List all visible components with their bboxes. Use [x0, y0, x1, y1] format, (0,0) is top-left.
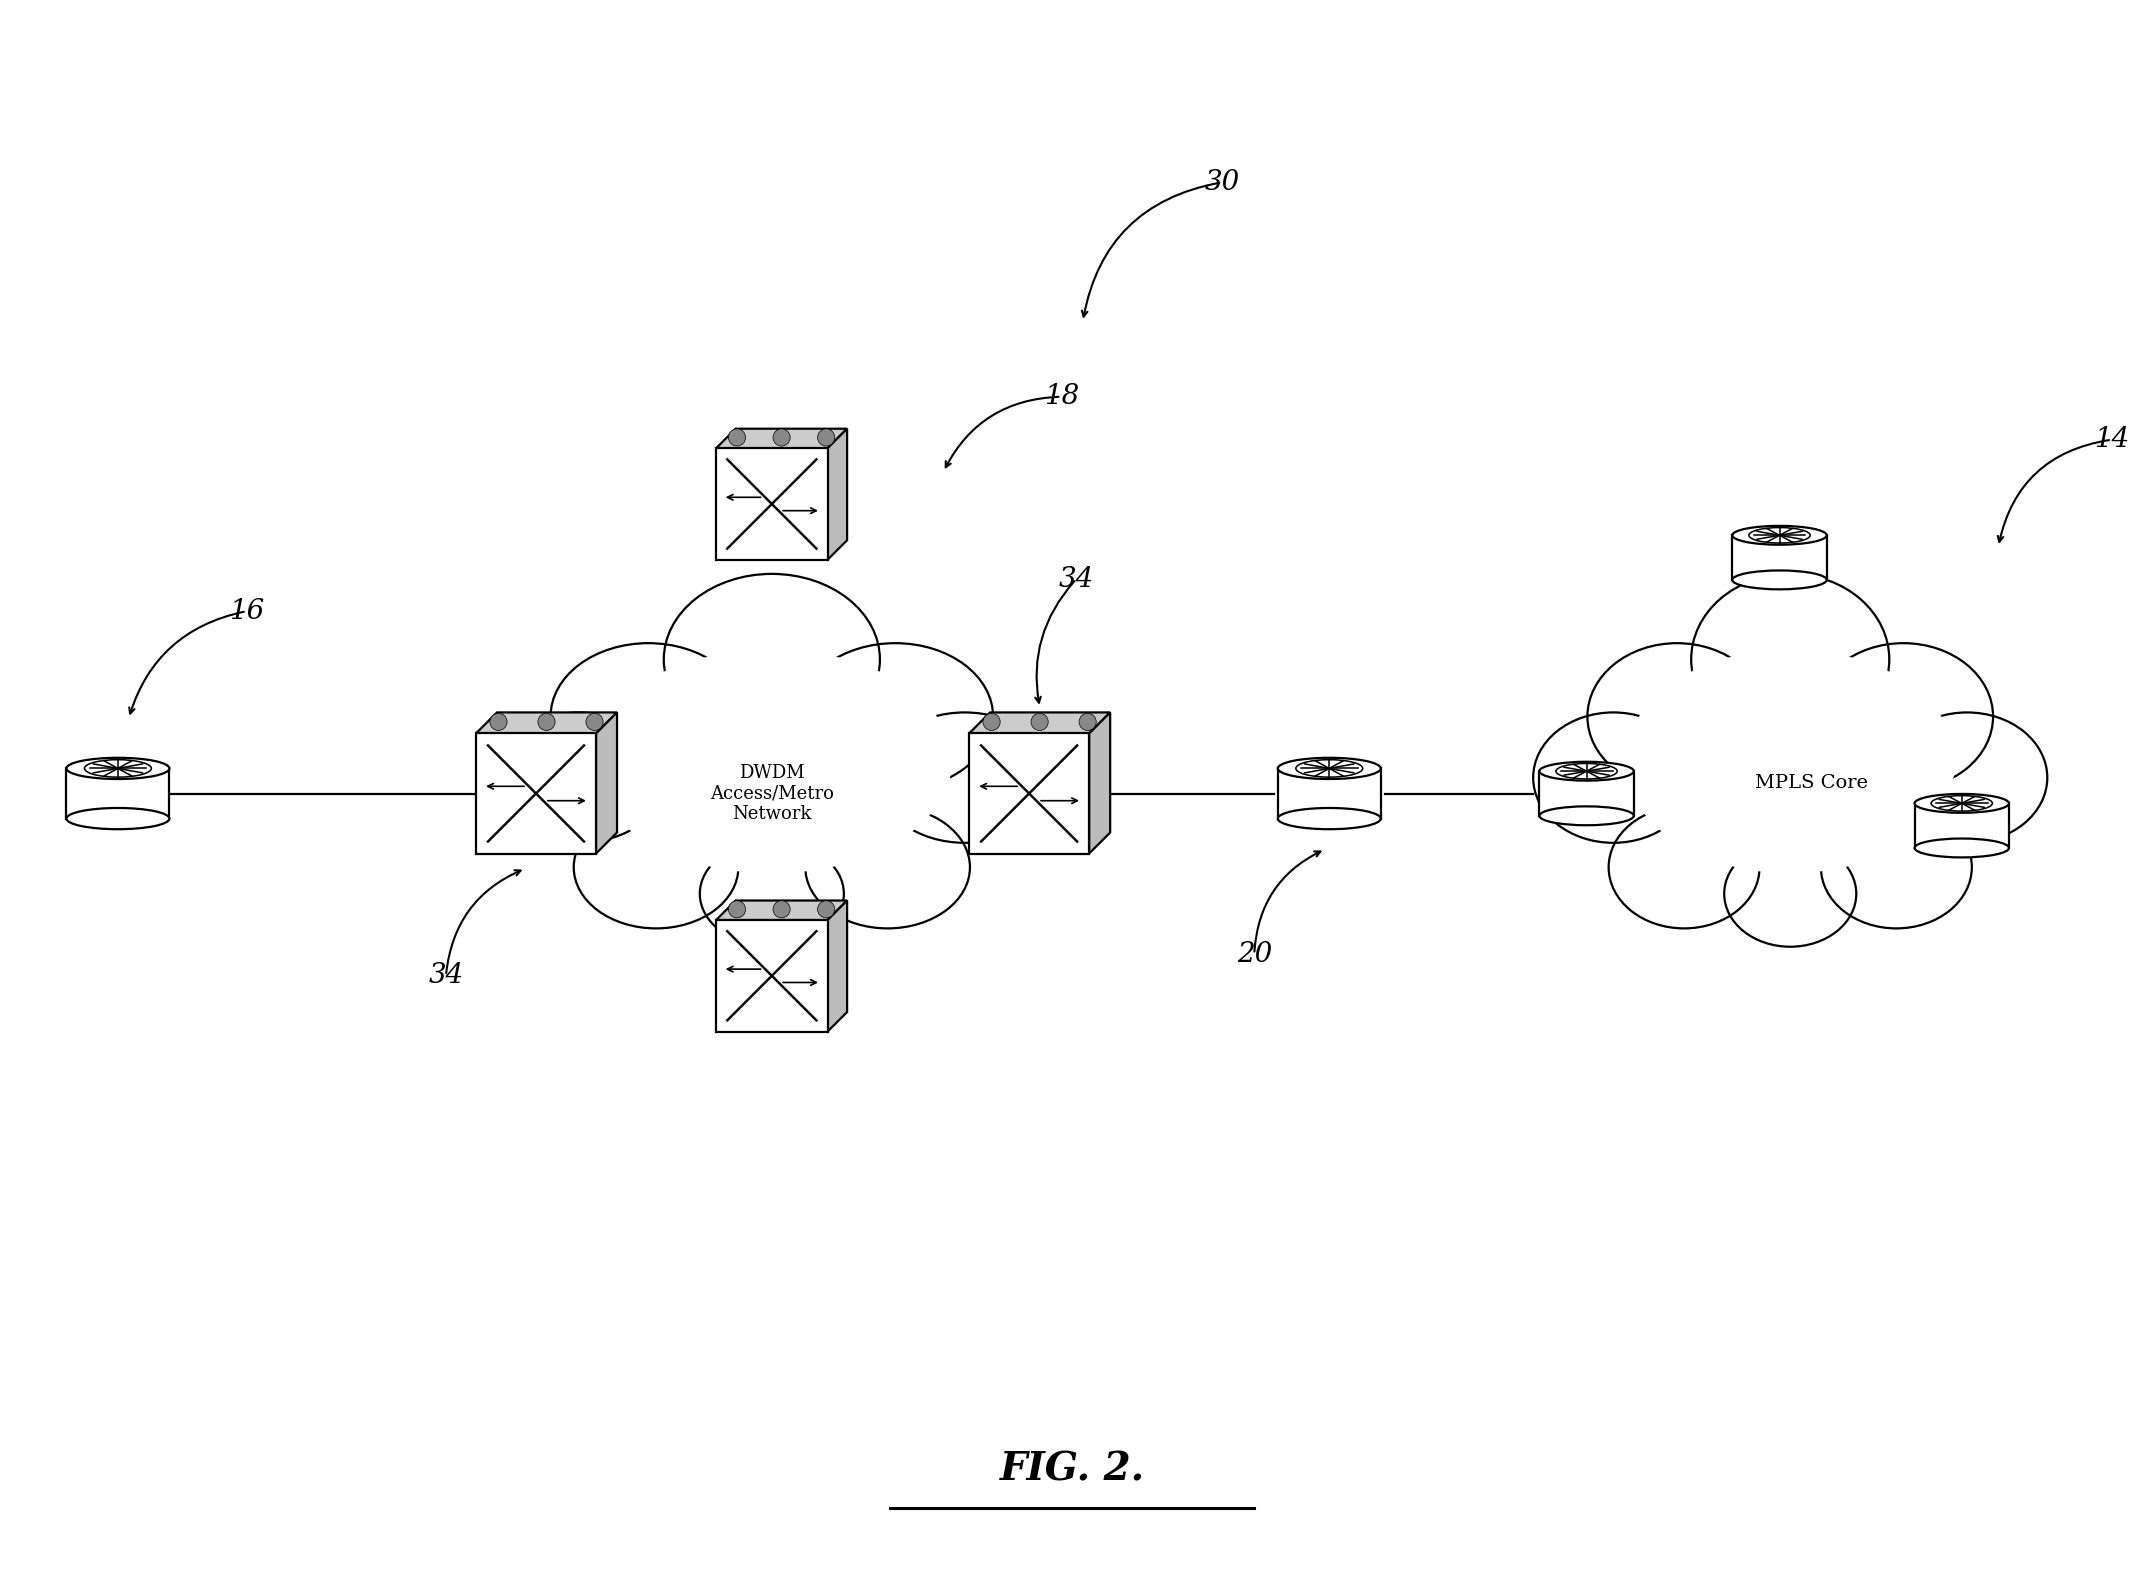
Ellipse shape	[1915, 794, 2009, 813]
Polygon shape	[828, 900, 847, 1032]
Polygon shape	[476, 713, 617, 733]
Text: 34: 34	[1059, 565, 1093, 592]
Polygon shape	[716, 428, 847, 448]
Ellipse shape	[798, 643, 993, 790]
Ellipse shape	[1539, 762, 1634, 781]
Circle shape	[982, 713, 999, 730]
Ellipse shape	[1915, 838, 2009, 857]
Ellipse shape	[592, 649, 952, 873]
Circle shape	[1031, 713, 1048, 730]
Polygon shape	[969, 733, 1089, 854]
Circle shape	[729, 428, 746, 446]
Ellipse shape	[1539, 806, 1634, 825]
Circle shape	[489, 713, 508, 730]
Text: MPLS Core: MPLS Core	[1756, 774, 1867, 792]
Circle shape	[729, 901, 746, 917]
Polygon shape	[66, 768, 169, 819]
Ellipse shape	[1814, 643, 1994, 790]
Polygon shape	[476, 733, 596, 854]
Circle shape	[1078, 713, 1096, 730]
Circle shape	[774, 428, 791, 446]
Ellipse shape	[1533, 713, 1694, 843]
Circle shape	[817, 428, 834, 446]
Text: 14: 14	[2095, 427, 2129, 454]
Circle shape	[817, 901, 834, 917]
Polygon shape	[1539, 771, 1634, 816]
Polygon shape	[596, 713, 617, 854]
Text: 34: 34	[429, 962, 463, 989]
Ellipse shape	[1724, 841, 1857, 947]
Polygon shape	[716, 448, 828, 560]
Ellipse shape	[575, 806, 738, 928]
Ellipse shape	[1732, 525, 1827, 544]
Ellipse shape	[1625, 649, 1955, 873]
Ellipse shape	[1732, 570, 1827, 589]
Text: 18: 18	[1044, 382, 1078, 411]
Ellipse shape	[665, 574, 879, 744]
Polygon shape	[828, 428, 847, 560]
Ellipse shape	[551, 643, 746, 790]
Text: 30: 30	[1205, 168, 1239, 195]
Polygon shape	[969, 713, 1111, 733]
Polygon shape	[1089, 713, 1111, 854]
Circle shape	[774, 901, 791, 917]
Polygon shape	[1278, 768, 1381, 819]
Polygon shape	[1915, 803, 2009, 847]
Ellipse shape	[699, 841, 845, 947]
Ellipse shape	[1587, 643, 1767, 790]
Ellipse shape	[1692, 574, 1889, 744]
Ellipse shape	[1820, 806, 1972, 928]
Ellipse shape	[1608, 806, 1760, 928]
Text: 16: 16	[229, 598, 264, 625]
Ellipse shape	[877, 713, 1053, 843]
Text: DWDM
Access/Metro
Network: DWDM Access/Metro Network	[710, 763, 834, 824]
Ellipse shape	[1278, 808, 1381, 828]
Polygon shape	[716, 920, 828, 1032]
Polygon shape	[716, 900, 847, 920]
Text: FIG. 2.: FIG. 2.	[999, 1451, 1145, 1489]
Ellipse shape	[66, 759, 169, 779]
Circle shape	[538, 713, 555, 730]
Ellipse shape	[1278, 759, 1381, 779]
Polygon shape	[1732, 535, 1827, 579]
Circle shape	[585, 713, 602, 730]
Text: 20: 20	[1237, 941, 1271, 968]
Ellipse shape	[491, 713, 667, 843]
Ellipse shape	[1887, 713, 2048, 843]
Ellipse shape	[66, 808, 169, 828]
Ellipse shape	[806, 806, 969, 928]
